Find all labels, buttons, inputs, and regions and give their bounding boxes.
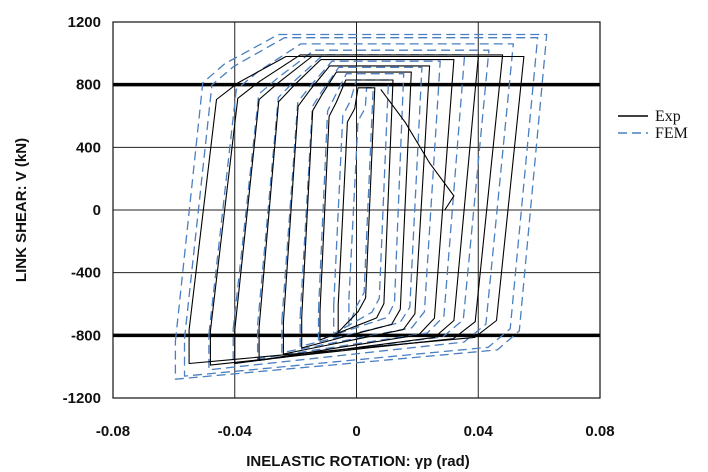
y-tick-label-6: 1200 xyxy=(68,14,101,31)
series-layer xyxy=(174,33,548,380)
y-tick-label-5: 800 xyxy=(76,77,101,94)
series-fem-loop-5 xyxy=(256,54,466,360)
series-fem-loop-1 xyxy=(333,79,390,335)
x-tick-label-1: -0.04 xyxy=(218,423,253,440)
series-fem-loop-8 xyxy=(183,37,539,377)
series-exp-loop-1 xyxy=(319,79,394,341)
series-fem-loop-7 xyxy=(208,43,514,371)
x-tick-label-0: -0.08 xyxy=(96,423,130,440)
plot-frame xyxy=(112,21,601,399)
series-exp-loop-2 xyxy=(301,71,412,349)
y-tick-label-0: -1200 xyxy=(63,390,101,407)
series-exp-unloading-path xyxy=(380,89,455,211)
series-fem-loop-4 xyxy=(281,60,441,354)
series-fem-loop-0 xyxy=(348,87,374,327)
grid-layer xyxy=(112,21,601,399)
series-exp-loop-7 xyxy=(188,55,525,365)
series-exp xyxy=(188,54,525,366)
y-tick-label-2: -400 xyxy=(71,265,101,282)
x-tick-label-2: 0 xyxy=(352,423,360,440)
legend: Exp FEM xyxy=(618,108,688,142)
series-fem-loop-2 xyxy=(317,73,405,341)
x-tick-label-3: 0.04 xyxy=(464,423,494,440)
x-tick-label-4: 0.08 xyxy=(585,423,614,440)
legend-fem-label: FEM xyxy=(655,125,688,142)
series-exp-loop-3 xyxy=(282,65,431,355)
legend-exp-label: Exp xyxy=(655,108,681,125)
x-axis-label: INELASTIC ROTATION: γp (rad) xyxy=(246,453,470,470)
series-exp-loop-6 xyxy=(209,54,504,366)
y-tick-label-1: -800 xyxy=(71,327,101,344)
x-tick-labels: -0.08 -0.04 0 0.04 0.08 xyxy=(96,423,615,440)
series-exp-loop-0 xyxy=(337,87,376,333)
y-tick-labels: -1200 -800 -400 0 400 800 1200 xyxy=(63,14,101,407)
reference-lines xyxy=(113,82,600,338)
y-axis-label: LINK SHEAR: V (kN) xyxy=(13,138,30,282)
y-tick-label-4: 400 xyxy=(76,139,101,156)
series-fem xyxy=(174,33,548,380)
series-fem-loop-9 xyxy=(174,33,548,380)
y-tick-label-3: 0 xyxy=(93,202,101,219)
